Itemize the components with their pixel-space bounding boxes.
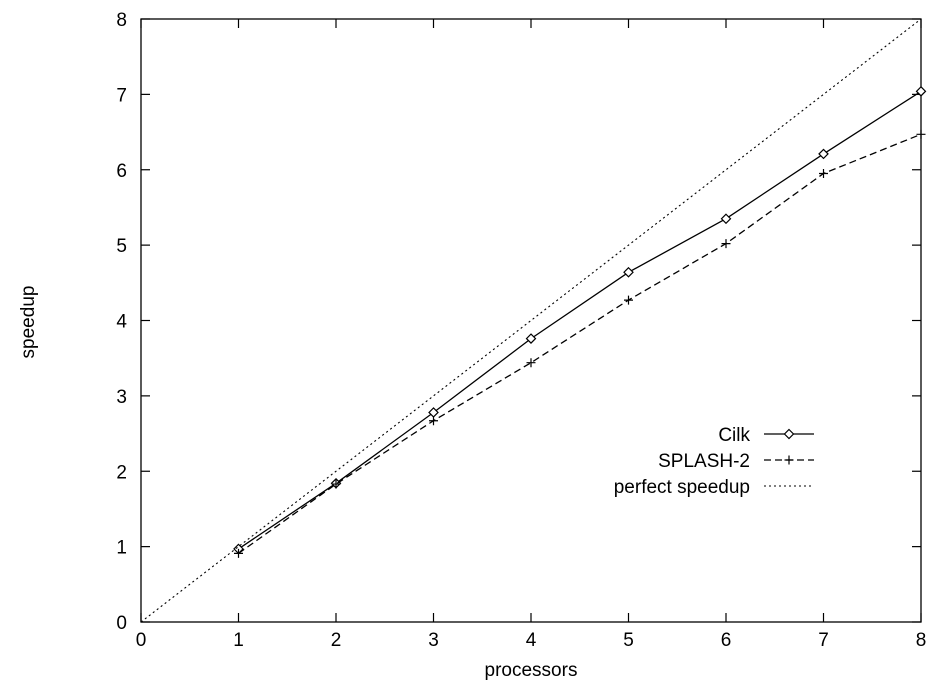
data-point-plus bbox=[916, 129, 926, 139]
data-point-plus bbox=[819, 169, 828, 179]
data-point-plus bbox=[526, 358, 536, 368]
x-tick-label: 6 bbox=[721, 630, 732, 651]
x-tick-label: 5 bbox=[623, 630, 634, 651]
y-tick-label: 2 bbox=[116, 462, 127, 483]
data-point-plus bbox=[234, 548, 243, 558]
series-line-splash-2 bbox=[238, 133, 922, 554]
y-tick-label: 5 bbox=[116, 236, 127, 257]
x-tick-label: 8 bbox=[916, 630, 927, 651]
legend-label-perfect-speedup: perfect speedup bbox=[614, 477, 750, 498]
data-point-diamond bbox=[525, 333, 537, 344]
data-point-diamond bbox=[720, 213, 732, 225]
x-tick-label: 3 bbox=[428, 630, 439, 651]
x-tick-label: 0 bbox=[136, 630, 147, 651]
series-line-cilk bbox=[238, 90, 922, 550]
data-point-plus bbox=[721, 239, 731, 249]
y-tick-label: 6 bbox=[116, 161, 127, 182]
plot-frame bbox=[140, 18, 922, 623]
x-axis-label: processors bbox=[485, 660, 578, 681]
y-tick-label: 4 bbox=[116, 312, 127, 333]
x-tick-label: 4 bbox=[526, 630, 537, 651]
legend-label-cilk: Cilk bbox=[718, 425, 750, 446]
series-line-perfect-speedup bbox=[140, 18, 922, 623]
data-point-diamond bbox=[915, 86, 927, 97]
data-point-diamond bbox=[783, 428, 795, 440]
legend-label-splash-2: SPLASH-2 bbox=[658, 451, 750, 472]
data-point-plus bbox=[429, 416, 438, 426]
y-tick-label: 8 bbox=[116, 10, 127, 31]
y-tick-label: 7 bbox=[116, 85, 127, 106]
data-point-diamond bbox=[818, 148, 829, 160]
data-point-plus bbox=[624, 295, 633, 305]
x-tick-label: 2 bbox=[331, 630, 342, 651]
x-tick-label: 7 bbox=[818, 630, 829, 651]
data-point-diamond bbox=[623, 266, 634, 278]
y-tick-label: 3 bbox=[116, 387, 127, 408]
x-tick-label: 1 bbox=[233, 630, 244, 651]
series-perfect-speedup bbox=[140, 18, 922, 623]
data-point-plus bbox=[784, 455, 794, 465]
series-splash-2 bbox=[234, 129, 926, 558]
y-tick-label: 1 bbox=[116, 538, 127, 559]
y-axis-label: speedup bbox=[18, 286, 39, 359]
data-point-plus bbox=[331, 479, 341, 489]
y-tick-label: 0 bbox=[116, 613, 127, 634]
